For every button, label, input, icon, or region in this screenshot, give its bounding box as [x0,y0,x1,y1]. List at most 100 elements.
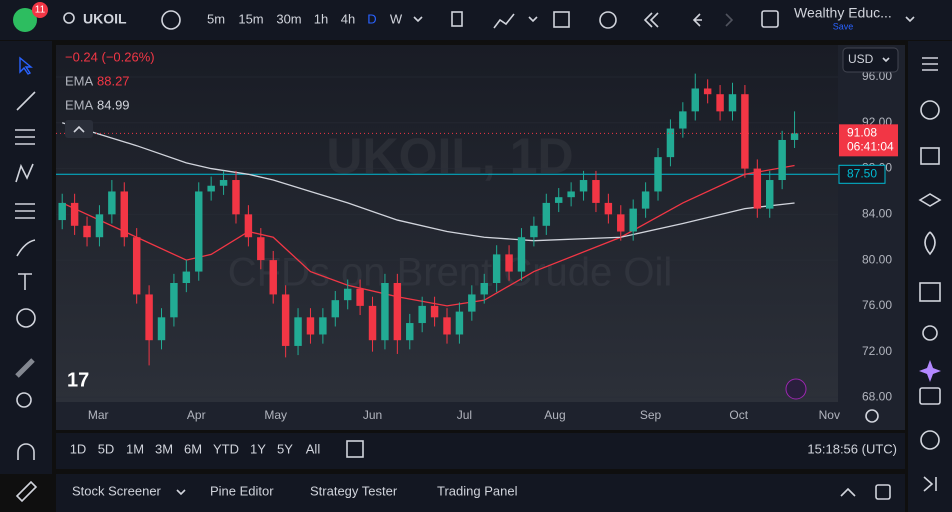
hotlist-icon[interactable] [924,231,936,256]
layout-icon[interactable] [761,10,779,28]
compare-icon[interactable] [161,10,181,30]
candle-body [617,214,625,232]
save-label[interactable]: Save [833,21,854,31]
panel-tab[interactable]: Strategy Tester [310,483,398,498]
candle-body [455,311,464,335]
candle-body [530,225,538,238]
avatar[interactable] [13,8,37,32]
candle-body [480,283,488,295]
candle-body [629,208,637,232]
pattern-tool[interactable] [15,163,34,183]
layers-icon[interactable] [918,193,942,207]
x-tick-label: Apr [187,408,206,422]
layout-name[interactable]: Wealthy Educ... [794,5,892,21]
interval[interactable]: D [367,11,376,26]
zoom-tool[interactable] [16,392,32,408]
symbol[interactable]: UKOIL [83,11,127,27]
date-range-icon[interactable] [346,440,364,458]
text-tool[interactable] [18,273,32,290]
interval-menu[interactable] [413,16,423,23]
candle-body [604,202,613,215]
candle-body [244,214,253,238]
chat-icon[interactable] [919,387,941,405]
streams-icon[interactable] [920,430,940,450]
range-button[interactable]: YTD [213,441,239,456]
alerts-icon[interactable] [920,100,940,120]
assistant-icon[interactable] [785,378,807,400]
candle-body [542,202,551,226]
fib-tool[interactable] [15,129,35,145]
news-icon[interactable] [920,147,940,165]
range-button[interactable]: 1Y [250,441,266,456]
watchlist-icon[interactable] [922,57,938,71]
watermark-symbol: UKOIL, 1D [326,128,573,184]
candle-body [654,157,662,192]
interval[interactable]: 15m [238,11,263,26]
emoji-tool[interactable] [16,308,36,328]
ai-icon[interactable] [919,360,941,382]
trendline-tool[interactable] [16,91,36,111]
x-tick-label: Jul [457,408,472,422]
replay-icon[interactable] [643,12,659,28]
panel-tab[interactable]: Stock Screener [72,483,162,498]
price-axis[interactable] [838,45,905,402]
interval[interactable]: 5m [207,11,225,26]
currency[interactable]: USD [848,52,874,66]
maximize-panel[interactable] [875,484,891,500]
candle-body [592,180,600,203]
layout-menu[interactable] [905,16,915,23]
collapse-legend[interactable] [65,120,93,138]
expand-panel[interactable] [840,487,856,497]
indicators-icon[interactable] [493,13,515,29]
candle-body [703,88,712,95]
time-axis[interactable] [56,402,905,430]
currency-button[interactable] [842,47,899,73]
templates-icon[interactable] [553,11,570,28]
tab-menu[interactable] [176,489,186,496]
range-button[interactable]: 3M [155,441,173,456]
ema-line [62,122,795,242]
prediction-tool[interactable] [15,203,35,219]
legend-name[interactable]: EMA [65,97,94,112]
alert-icon[interactable] [599,11,617,29]
candle-body [666,128,675,158]
undo-icon[interactable] [692,13,702,27]
interval[interactable]: 4h [341,11,355,26]
panel-tab[interactable]: Trading Panel [437,483,518,498]
candle-body [468,294,476,312]
countdown: 06:41:04 [847,140,894,154]
indicators-menu[interactable] [528,16,538,23]
interval[interactable]: 1h [314,11,328,26]
x-tick-label: Aug [544,408,565,422]
range-button[interactable]: 1M [126,441,144,456]
range-button[interactable]: 5D [98,441,115,456]
range-button[interactable]: 5Y [277,441,293,456]
left-toolbar [0,41,52,474]
calendar-icon[interactable] [919,282,941,302]
candle-body [83,225,91,238]
search-icon[interactable] [63,12,75,24]
range-button[interactable]: 1D [70,441,87,456]
range-button[interactable]: 6M [184,441,202,456]
candle-body [728,94,737,112]
brush-tool[interactable] [16,239,36,257]
candle-body [579,180,588,192]
ideas-icon[interactable] [922,325,938,341]
last-price-label: 91.08 [847,126,877,140]
last-price-tag [839,124,898,157]
badge-count: 11 [35,5,46,16]
eraser-tool[interactable] [15,480,38,503]
range-button[interactable]: All [306,441,321,456]
interval[interactable]: W [390,11,403,26]
settings-icon[interactable] [865,409,879,423]
chart-type-icon[interactable] [451,11,463,27]
y-tick-label: 76.00 [862,298,892,312]
interval[interactable]: 30m [276,11,301,26]
panel-tab[interactable]: Pine Editor [210,483,274,498]
ruler-tool[interactable] [15,358,35,378]
magnet-tool[interactable] [17,443,35,460]
legend-name[interactable]: EMA [65,73,94,88]
cursor-tool[interactable] [19,56,33,75]
play-icon[interactable] [923,476,937,492]
y-tick-label: 72.00 [862,344,892,358]
